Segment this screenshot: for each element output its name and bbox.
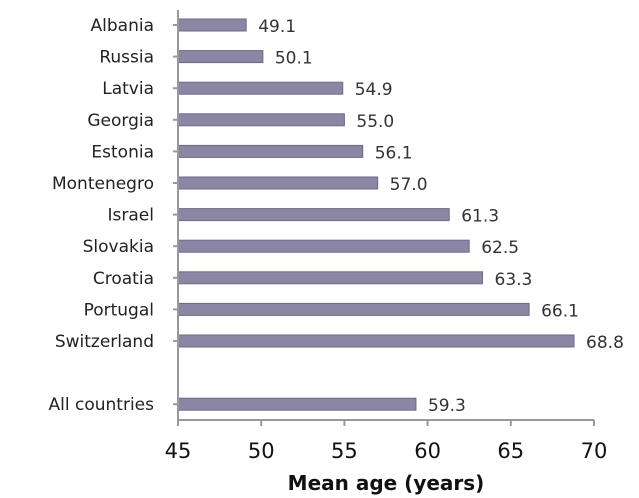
category-label-russia: Russia [99,48,154,68]
category-label-estonia: Estonia [91,142,154,162]
category-label-latvia: Latvia [102,79,154,99]
category-label-croatia: Croatia [93,269,154,289]
category-label-switzerland: Switzerland [55,332,154,352]
category-label-montenegro: Montenegro [52,174,154,194]
x-tick-label-55: 55 [331,439,358,463]
x-tick-label-70: 70 [581,439,608,463]
category-label-georgia: Georgia [87,111,154,131]
bar-switzerland [177,334,575,348]
bar-estonia [177,144,364,158]
bar-croatia [177,271,484,285]
value-label-russia: 50.1 [275,49,313,69]
x-tick-label-50: 50 [248,439,275,463]
bar-georgia [177,113,345,127]
category-labels: Albania Russia Latvia Georgia Estonia Montene… [49,16,178,415]
category-label-portugal: Portugal [84,300,154,320]
value-label-all-countries: 59.3 [428,396,466,416]
x-tick-label-60: 60 [414,439,441,463]
x-tick-label-65: 65 [497,439,524,463]
bar-russia [177,50,264,64]
bar-portugal [177,302,530,316]
x-axis-title: Mean age (years) [288,471,485,495]
bar-albania [177,18,247,32]
value-label-albania: 49.1 [258,17,296,37]
bar-all-countries [177,397,417,411]
value-label-latvia: 54.9 [355,80,393,100]
x-tick-label-45: 45 [165,439,192,463]
x-axis-ticks: 45 50 55 60 65 70 [165,420,608,463]
value-label-montenegro: 57.0 [390,175,428,195]
value-label-switzerland: 68.8 [586,333,624,353]
category-label-albania: Albania [91,16,154,36]
value-label-georgia: 55.0 [356,112,394,132]
category-label-all-countries: All countries [49,395,155,415]
category-label-israel: Israel [108,206,154,226]
value-labels: 49.1 50.1 54.9 55.0 56.1 57.0 61.3 62.5 63.3 66.1… [258,17,624,416]
value-label-portugal: 66.1 [541,301,579,321]
value-label-estonia: 56.1 [375,143,413,163]
value-label-slovakia: 62.5 [481,238,519,258]
bar-latvia [177,81,344,95]
category-label-slovakia: Slovakia [83,237,154,257]
bar-israel [177,208,450,222]
bars [177,18,575,411]
bar-slovakia [177,239,470,253]
value-label-israel: 61.3 [461,207,499,227]
bar-montenegro [177,176,379,190]
value-label-croatia: 63.3 [495,270,533,290]
